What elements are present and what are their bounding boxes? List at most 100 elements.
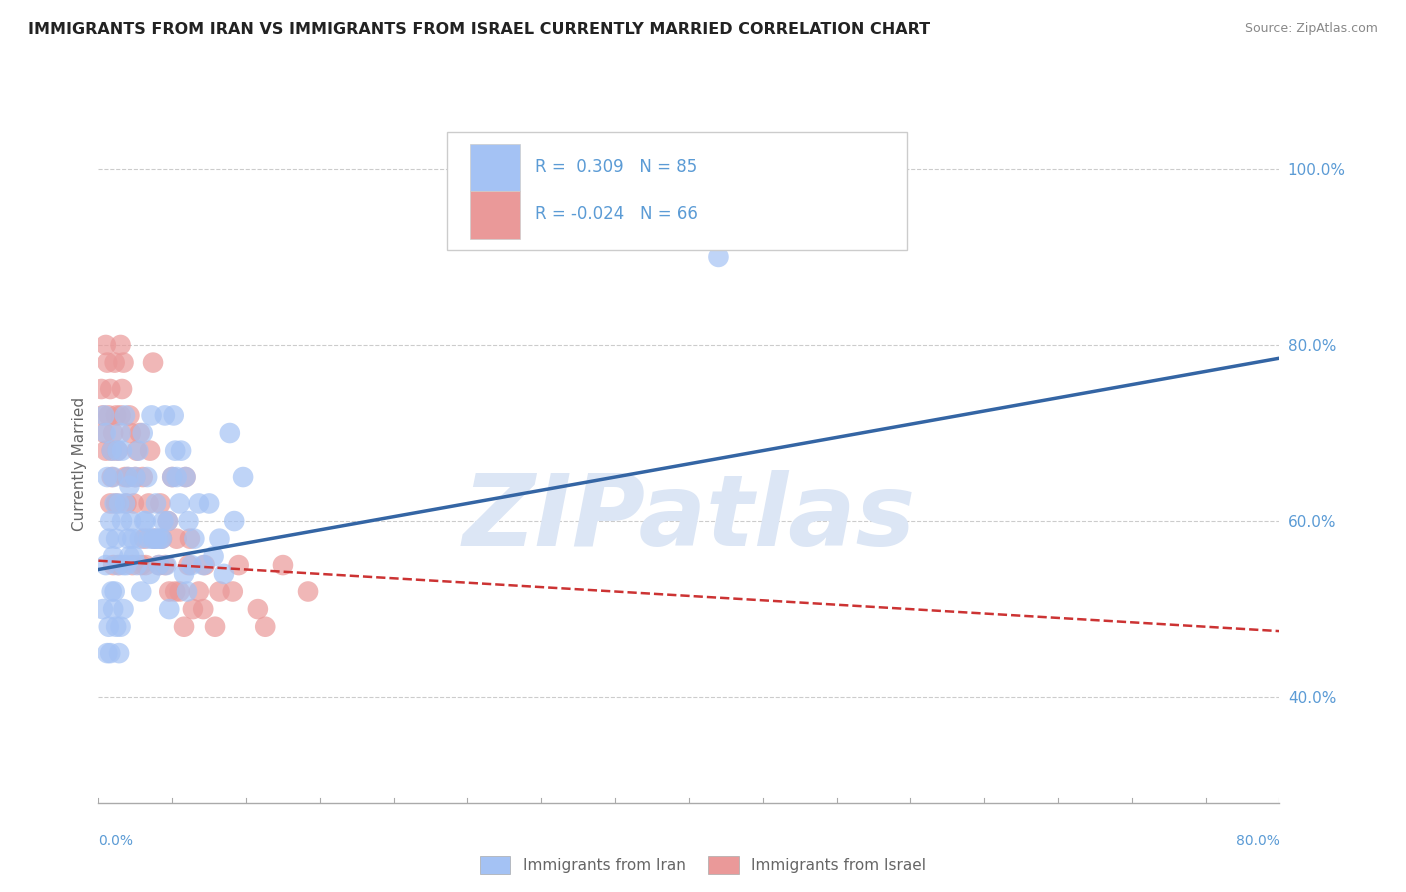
Point (129, 584, 152, 599)
Text: R = -0.024   N = 66: R = -0.024 N = 66 (536, 205, 699, 223)
Point (112, 558, 135, 573)
Text: Source: ZipAtlas.com: Source: ZipAtlas.com (1244, 22, 1378, 36)
Point (141, 409, 163, 423)
Point (110, 338, 132, 352)
Point (174, 470, 197, 484)
Point (118, 409, 141, 423)
Text: ZIPatlas: ZIPatlas (463, 469, 915, 566)
Point (110, 425, 132, 440)
Text: 0.0%: 0.0% (98, 834, 134, 848)
Point (93, 409, 115, 423)
Point (120, 425, 142, 440)
Point (222, 584, 245, 599)
Point (94, 443, 117, 458)
Point (115, 558, 138, 573)
Point (179, 532, 201, 546)
Point (142, 355, 165, 369)
Point (218, 425, 240, 440)
Point (157, 584, 180, 599)
Point (122, 549, 145, 564)
Point (193, 558, 215, 573)
Point (156, 514, 179, 528)
Point (187, 496, 209, 510)
Point (103, 425, 125, 440)
Point (103, 549, 125, 564)
Point (110, 620, 132, 634)
Point (103, 602, 125, 616)
Point (112, 602, 135, 616)
Point (111, 382, 134, 396)
Point (139, 443, 162, 458)
FancyBboxPatch shape (447, 132, 907, 251)
Point (129, 558, 152, 573)
Point (208, 532, 231, 546)
Point (100, 470, 122, 484)
Point (135, 514, 157, 528)
Point (98, 382, 121, 396)
Point (121, 558, 143, 573)
Point (105, 532, 128, 546)
Point (173, 566, 195, 581)
Point (104, 355, 127, 369)
Point (104, 496, 127, 510)
Point (118, 549, 141, 564)
Point (208, 584, 231, 599)
Point (103, 470, 125, 484)
Point (114, 496, 136, 510)
Text: R =  0.309   N = 85: R = 0.309 N = 85 (536, 158, 697, 176)
Point (153, 558, 176, 573)
Point (148, 558, 170, 573)
Point (105, 409, 128, 423)
Point (111, 443, 134, 458)
Point (128, 532, 150, 546)
Point (98, 514, 121, 528)
Point (169, 496, 191, 510)
Point (100, 584, 122, 599)
Point (127, 443, 149, 458)
Point (100, 443, 122, 458)
Point (111, 514, 134, 528)
Point (117, 470, 139, 484)
Point (96, 646, 118, 660)
Point (163, 409, 186, 423)
Point (165, 584, 187, 599)
Point (114, 470, 136, 484)
Point (125, 558, 148, 573)
Point (94, 558, 117, 573)
Point (117, 532, 139, 546)
Point (100, 443, 122, 458)
Y-axis label: Currently Married: Currently Married (72, 397, 87, 531)
Point (150, 532, 173, 546)
Point (142, 532, 165, 546)
Point (97, 532, 120, 546)
Point (93, 425, 115, 440)
Point (118, 479, 141, 493)
Point (162, 470, 183, 484)
Point (115, 496, 138, 510)
Point (146, 532, 169, 546)
Point (148, 558, 170, 573)
Point (105, 620, 128, 634)
Point (134, 514, 156, 528)
Point (170, 443, 193, 458)
Point (107, 443, 129, 458)
Point (202, 549, 225, 564)
Point (112, 355, 135, 369)
Point (135, 558, 157, 573)
Point (98, 646, 121, 660)
Text: IMMIGRANTS FROM IRAN VS IMMIGRANTS FROM ISRAEL CURRENTLY MARRIED CORRELATION CHA: IMMIGRANTS FROM IRAN VS IMMIGRANTS FROM … (28, 22, 931, 37)
Point (246, 602, 269, 616)
Point (155, 558, 177, 573)
Point (180, 558, 202, 573)
Point (90, 382, 112, 396)
Point (125, 443, 148, 458)
Point (174, 470, 197, 484)
Point (150, 532, 173, 546)
Point (181, 602, 204, 616)
Point (145, 496, 167, 510)
Point (108, 646, 131, 660)
Point (212, 566, 235, 581)
Point (120, 514, 142, 528)
Point (97, 409, 120, 423)
Point (107, 558, 129, 573)
